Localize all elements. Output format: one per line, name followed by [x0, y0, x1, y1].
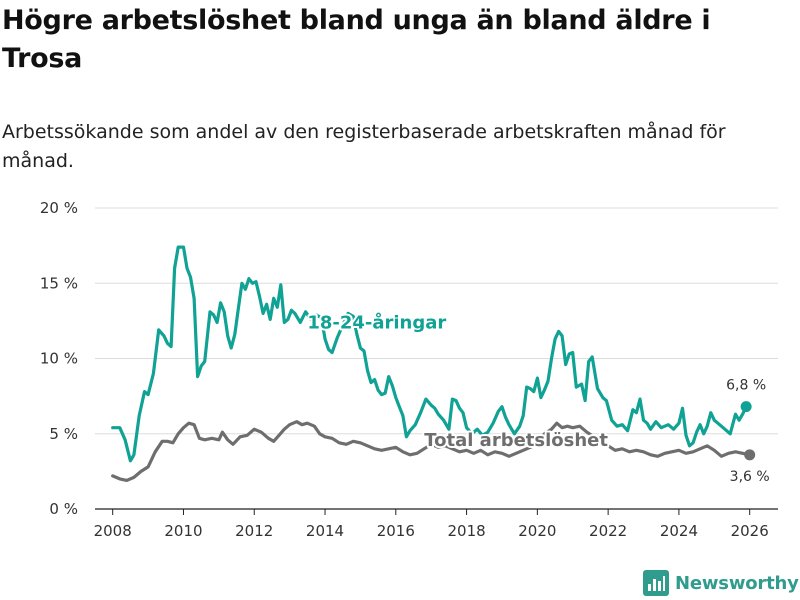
x-axis-ticks: 2008 2010 2012 2014 2016 2018 2020 2022 2024 2026: [94, 509, 769, 540]
y-axis-ticks: 0 % 5 % 10 % 15 % 20 %: [40, 199, 78, 518]
y-tick-label: 20 %: [40, 199, 78, 217]
youth-series-line: [111, 245, 748, 463]
x-tick-label: 2008: [94, 522, 132, 540]
x-tick-label: 2020: [518, 522, 556, 540]
x-tick-label: 2024: [660, 522, 698, 540]
x-tick-label: 2014: [306, 522, 344, 540]
series-lines: [111, 245, 756, 482]
x-tick-label: 2012: [235, 522, 273, 540]
x-tick-label: 2022: [589, 522, 627, 540]
x-tick-label: 2010: [164, 522, 202, 540]
total-series-label: Total arbetslöshet: [424, 430, 608, 451]
y-tick-label: 15 %: [40, 274, 78, 292]
total-end-value-label: 3,6 %: [730, 469, 770, 485]
youth-series-label: 18-24-åringar: [307, 311, 446, 333]
newsworthy-logo-text: Newsworthy: [675, 572, 799, 594]
chart-subtitle: Arbetssökande som andel av den registerb…: [2, 121, 726, 172]
x-tick-label: 2016: [377, 522, 415, 540]
y-tick-label: 10 %: [40, 350, 78, 368]
newsworthy-logo-icon: [643, 570, 669, 596]
y-tick-label: 5 %: [49, 425, 78, 443]
total-series-line: [111, 420, 752, 482]
series-labels: 18-24-åringar Total arbetslöshet 6,8 % 3,6 …: [305, 309, 770, 485]
x-tick-label: 2026: [731, 522, 769, 540]
newsworthy-logo: Newsworthy: [643, 568, 799, 598]
y-tick-label: 0 %: [49, 500, 78, 518]
youth-end-point: [740, 401, 752, 413]
chart-title: Högre arbetslöshet bland unga än bland ä…: [2, 5, 711, 74]
youth-end-value-label: 6,8 %: [726, 378, 766, 394]
gridlines: [95, 207, 778, 435]
total-end-point: [744, 449, 756, 461]
x-tick-label: 2018: [447, 522, 485, 540]
